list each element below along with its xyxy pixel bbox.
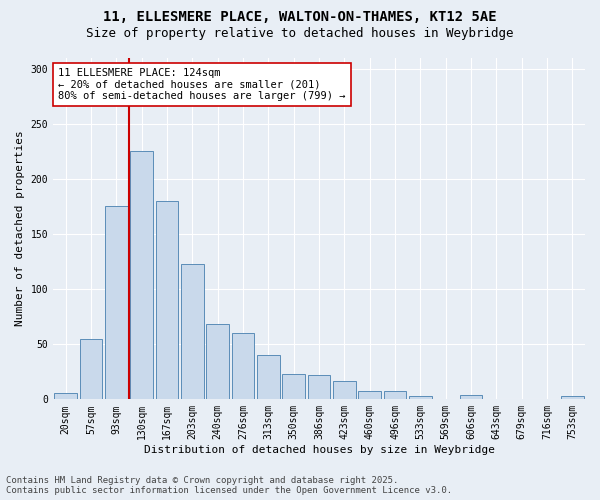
Bar xyxy=(155,201,178,400)
Bar xyxy=(383,390,406,400)
Bar xyxy=(257,355,280,400)
Bar xyxy=(358,390,381,400)
Text: 11, ELLESMERE PLACE, WALTON-ON-THAMES, KT12 5AE: 11, ELLESMERE PLACE, WALTON-ON-THAMES, K… xyxy=(103,10,497,24)
Text: Contains HM Land Registry data © Crown copyright and database right 2025.
Contai: Contains HM Land Registry data © Crown c… xyxy=(6,476,452,495)
Text: Size of property relative to detached houses in Weybridge: Size of property relative to detached ho… xyxy=(86,28,514,40)
Bar xyxy=(206,324,229,400)
Bar xyxy=(55,392,77,400)
Bar xyxy=(409,396,432,400)
Bar xyxy=(130,151,153,400)
Bar xyxy=(232,333,254,400)
Bar xyxy=(282,374,305,400)
Bar xyxy=(80,338,103,400)
Bar xyxy=(561,396,584,400)
Bar xyxy=(105,206,128,400)
Bar xyxy=(460,395,482,400)
Text: 11 ELLESMERE PLACE: 124sqm
← 20% of detached houses are smaller (201)
80% of sem: 11 ELLESMERE PLACE: 124sqm ← 20% of deta… xyxy=(58,68,346,101)
Bar xyxy=(333,380,356,400)
X-axis label: Distribution of detached houses by size in Weybridge: Distribution of detached houses by size … xyxy=(143,445,494,455)
Bar xyxy=(308,375,331,400)
Bar xyxy=(181,264,204,400)
Y-axis label: Number of detached properties: Number of detached properties xyxy=(15,130,25,326)
